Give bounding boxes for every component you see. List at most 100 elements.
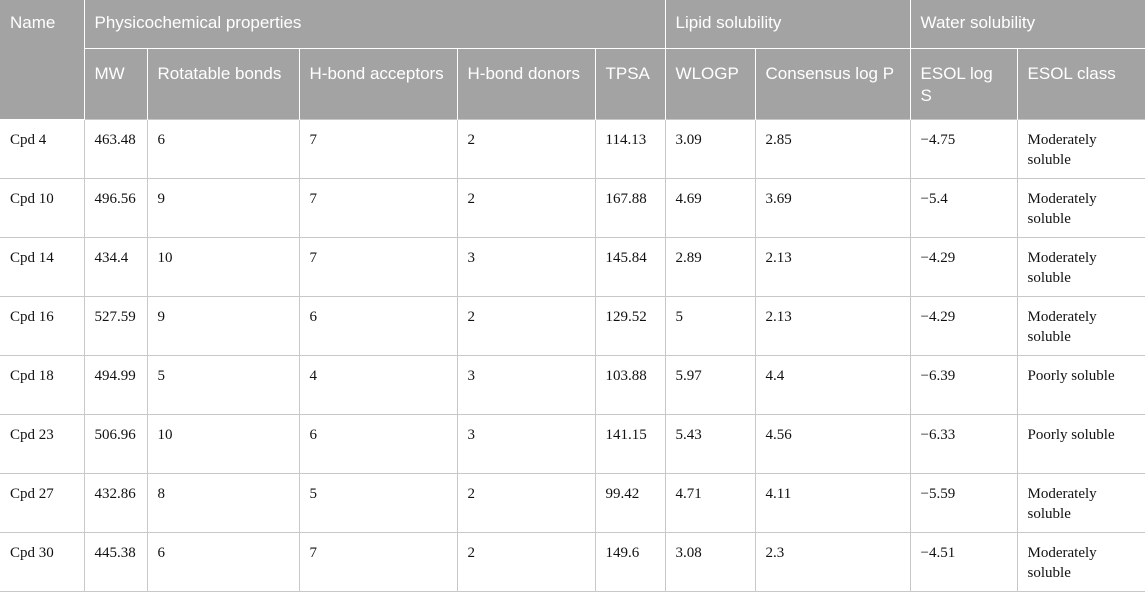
cell-esol-class: Moderately soluble (1017, 178, 1145, 238)
cell-rotatable-bonds: 9 (147, 178, 300, 238)
cell-hbond-acceptors: 4 (299, 355, 458, 415)
cell-wlogp: 4.71 (665, 473, 756, 533)
cell-rotatable-bonds: 10 (147, 414, 300, 474)
cell-hbond-donors: 3 (457, 237, 596, 297)
cell-hbond-acceptors: 7 (299, 532, 458, 592)
cell-rotatable-bonds: 6 (147, 532, 300, 592)
header-hbond-acceptors: H-bond acceptors (299, 48, 458, 119)
cell-hbond-acceptors: 6 (299, 296, 458, 356)
cell-wlogp: 3.09 (665, 118, 756, 179)
cell-mw: 494.99 (84, 355, 148, 415)
header-rotatable-bonds: Rotatable bonds (147, 48, 300, 119)
header-tpsa: TPSA (595, 48, 666, 119)
cell-name: Cpd 16 (0, 296, 85, 356)
cell-esol-class: Poorly soluble (1017, 355, 1145, 415)
cell-tpsa: 114.13 (595, 118, 666, 179)
cell-wlogp: 5.43 (665, 414, 756, 474)
cell-name: Cpd 27 (0, 473, 85, 533)
cell-esol-logs: −5.59 (910, 473, 1018, 533)
cell-consensus-logp: 4.11 (755, 473, 911, 533)
cell-hbond-acceptors: 7 (299, 178, 458, 238)
cell-tpsa: 149.6 (595, 532, 666, 592)
cell-rotatable-bonds: 6 (147, 118, 300, 179)
header-consensus-logp: Consensus log P (755, 48, 911, 119)
cell-tpsa: 145.84 (595, 237, 666, 297)
cell-tpsa: 103.88 (595, 355, 666, 415)
cell-wlogp: 4.69 (665, 178, 756, 238)
header-column-row: MW Rotatable bonds H-bond acceptors H-bo… (0, 48, 1145, 119)
cell-esol-logs: −4.51 (910, 532, 1018, 592)
cell-tpsa: 167.88 (595, 178, 666, 238)
cell-name: Cpd 30 (0, 532, 85, 592)
header-esol-logs: ESOL log S (910, 48, 1018, 119)
cell-esol-logs: −4.29 (910, 296, 1018, 356)
header-group-water-solubility: Water solubility (910, 0, 1145, 49)
cell-esol-logs: −5.4 (910, 178, 1018, 238)
table-row: Cpd 10 496.56 9 7 2 167.88 4.69 3.69 −5.… (0, 178, 1145, 238)
table-row: Cpd 23 506.96 10 6 3 141.15 5.43 4.56 −6… (0, 414, 1145, 474)
header-esol-class: ESOL class (1017, 48, 1145, 119)
table-row: Cpd 18 494.99 5 4 3 103.88 5.97 4.4 −6.3… (0, 355, 1145, 415)
cell-consensus-logp: 4.56 (755, 414, 911, 474)
cell-hbond-donors: 2 (457, 532, 596, 592)
cell-esol-class: Poorly soluble (1017, 414, 1145, 474)
cell-mw: 463.48 (84, 118, 148, 179)
cell-wlogp: 3.08 (665, 532, 756, 592)
cell-esol-logs: −6.39 (910, 355, 1018, 415)
cell-esol-class: Moderately soluble (1017, 118, 1145, 179)
table-row: Cpd 4 463.48 6 7 2 114.13 3.09 2.85 −4.7… (0, 118, 1145, 179)
cell-hbond-donors: 2 (457, 473, 596, 533)
cell-esol-class: Moderately soluble (1017, 237, 1145, 297)
cell-consensus-logp: 2.13 (755, 296, 911, 356)
cell-esol-class: Moderately soluble (1017, 296, 1145, 356)
header-group-row: Name Physicochemical properties Lipid so… (0, 0, 1145, 120)
cell-consensus-logp: 4.4 (755, 355, 911, 415)
table-header: Name Physicochemical properties Lipid so… (0, 0, 1145, 120)
cell-name: Cpd 14 (0, 237, 85, 297)
header-group-physicochemical: Physicochemical properties (84, 0, 666, 49)
cell-hbond-acceptors: 5 (299, 473, 458, 533)
cell-hbond-donors: 3 (457, 414, 596, 474)
cell-rotatable-bonds: 10 (147, 237, 300, 297)
cell-wlogp: 5.97 (665, 355, 756, 415)
cell-consensus-logp: 2.3 (755, 532, 911, 592)
cell-name: Cpd 18 (0, 355, 85, 415)
cell-tpsa: 99.42 (595, 473, 666, 533)
cell-hbond-acceptors: 7 (299, 237, 458, 297)
cell-esol-logs: −6.33 (910, 414, 1018, 474)
cell-mw: 506.96 (84, 414, 148, 474)
cell-consensus-logp: 2.85 (755, 118, 911, 179)
cell-esol-class: Moderately soluble (1017, 532, 1145, 592)
cell-rotatable-bonds: 8 (147, 473, 300, 533)
cell-mw: 432.86 (84, 473, 148, 533)
cell-wlogp: 5 (665, 296, 756, 356)
cell-name: Cpd 23 (0, 414, 85, 474)
header-group-lipid-solubility: Lipid solubility (665, 0, 911, 49)
cell-rotatable-bonds: 5 (147, 355, 300, 415)
cell-mw: 527.59 (84, 296, 148, 356)
cell-hbond-donors: 2 (457, 118, 596, 179)
table-row: Cpd 14 434.4 10 7 3 145.84 2.89 2.13 −4.… (0, 237, 1145, 297)
cell-hbond-donors: 3 (457, 355, 596, 415)
cell-name: Cpd 10 (0, 178, 85, 238)
cell-esol-class: Moderately soluble (1017, 473, 1145, 533)
table-row: Cpd 27 432.86 8 5 2 99.42 4.71 4.11 −5.5… (0, 473, 1145, 533)
cell-mw: 434.4 (84, 237, 148, 297)
cell-tpsa: 141.15 (595, 414, 666, 474)
cell-tpsa: 129.52 (595, 296, 666, 356)
cell-mw: 445.38 (84, 532, 148, 592)
cell-mw: 496.56 (84, 178, 148, 238)
cell-hbond-donors: 2 (457, 296, 596, 356)
cell-wlogp: 2.89 (665, 237, 756, 297)
header-wlogp: WLOGP (665, 48, 756, 119)
table-body: Cpd 4 463.48 6 7 2 114.13 3.09 2.85 −4.7… (0, 118, 1145, 592)
header-name: Name (0, 0, 85, 120)
cell-rotatable-bonds: 9 (147, 296, 300, 356)
cell-consensus-logp: 2.13 (755, 237, 911, 297)
cell-hbond-acceptors: 7 (299, 118, 458, 179)
cell-esol-logs: −4.29 (910, 237, 1018, 297)
cell-consensus-logp: 3.69 (755, 178, 911, 238)
cell-esol-logs: −4.75 (910, 118, 1018, 179)
table-row: Cpd 16 527.59 9 6 2 129.52 5 2.13 −4.29 … (0, 296, 1145, 356)
